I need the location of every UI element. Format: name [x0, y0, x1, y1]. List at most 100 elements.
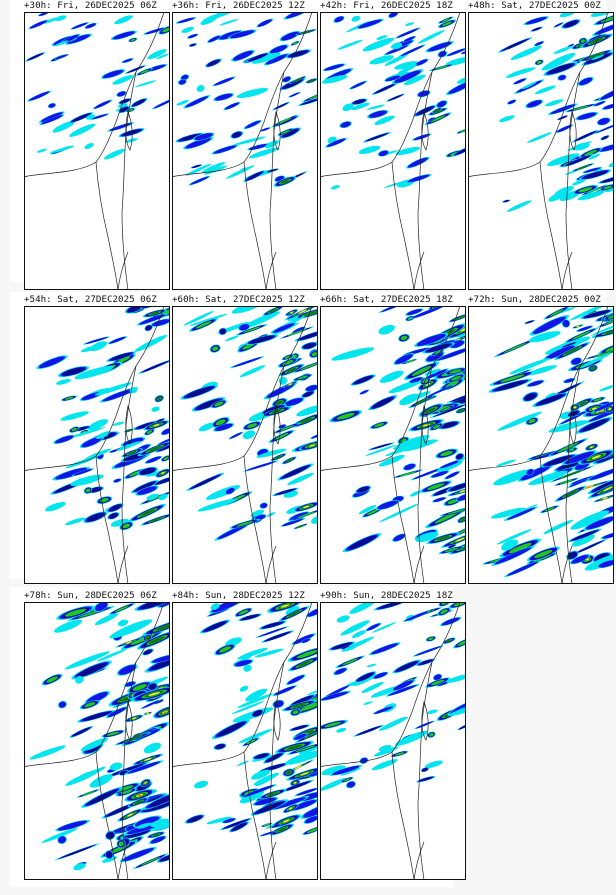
precip-cell [351, 102, 370, 111]
precip-cell [427, 709, 438, 715]
precip-cell [183, 310, 214, 326]
precip-cell [575, 541, 603, 554]
precip-cell [405, 22, 415, 26]
precip-cell [378, 454, 405, 467]
precip-cell [109, 504, 122, 512]
coastline-borders [172, 306, 313, 584]
precip-cell [428, 117, 436, 122]
precip-cell [301, 638, 311, 643]
precip-cell [81, 437, 103, 448]
precip-cell [429, 733, 434, 737]
precip-cell [54, 15, 67, 22]
precip-cell [564, 490, 577, 497]
precip-cell [524, 393, 537, 401]
precip-cell [373, 746, 399, 757]
precip-cell [242, 311, 280, 329]
precip-cell [116, 441, 141, 451]
precip-cell [266, 383, 295, 399]
precip-cell [388, 94, 403, 101]
precip-cell [257, 19, 272, 27]
map-frame [24, 12, 170, 290]
precip-cell [109, 762, 123, 771]
precip-cell [308, 444, 316, 447]
precip-cell [326, 138, 346, 147]
border-line [117, 841, 129, 880]
precip-cell [583, 170, 607, 179]
coastline-borders [320, 602, 461, 880]
precip-cell [196, 399, 221, 410]
precip-cell [503, 39, 527, 51]
dead-sea-outline [569, 110, 577, 151]
precip-cell [556, 442, 579, 453]
precip-cell [372, 622, 397, 633]
forecast-panel: +84h: Sun, 28DEC2025 12Z [172, 590, 320, 880]
border-line [121, 71, 137, 290]
border-line [243, 751, 267, 880]
precip-cell [287, 472, 314, 486]
precip-cell [460, 326, 466, 332]
precip-cell [394, 752, 405, 756]
precip-cell [375, 84, 395, 94]
precip-cell [54, 435, 74, 444]
precip-cell [558, 115, 567, 120]
precip-cell [219, 646, 231, 653]
precip-cell [595, 553, 609, 562]
precip-cell [358, 145, 381, 154]
precip-cell [592, 351, 614, 358]
precip-cell [294, 78, 302, 82]
precip-cell [106, 832, 114, 839]
precip-cell [152, 654, 170, 663]
precip-cell [300, 417, 313, 424]
forecast-panel: +90h: Sun, 28DEC2025 18Z [320, 590, 468, 880]
precip-cell [265, 54, 288, 65]
precip-cell [396, 28, 419, 38]
precip-cell [276, 400, 283, 405]
precipitation-map [320, 602, 466, 880]
precip-cell [440, 450, 453, 457]
precip-cell [455, 146, 466, 155]
precip-cell [399, 471, 417, 477]
precip-cell [185, 386, 213, 398]
precip-cell [224, 819, 248, 829]
precip-cell [124, 138, 138, 143]
precip-cell [296, 405, 318, 417]
precip-cell [248, 143, 269, 150]
precip-cell [196, 85, 205, 92]
precip-cell [133, 800, 143, 805]
precip-cell [374, 706, 393, 714]
precip-cell [306, 729, 318, 738]
precip-cell [411, 366, 432, 376]
precip-cell [341, 636, 375, 652]
precip-cell [360, 757, 368, 764]
precip-cell [506, 561, 539, 576]
precip-cell [117, 356, 131, 364]
precip-cell [590, 366, 595, 370]
precip-cell [276, 488, 295, 495]
precip-cell [148, 683, 157, 690]
panel-title: +36h: Fri, 26DEC2025 12Z [172, 0, 305, 11]
precip-cell [588, 153, 600, 160]
precip-cell [525, 16, 547, 25]
precip-cell [290, 311, 294, 314]
precip-cell [146, 712, 150, 715]
precip-cell [181, 26, 194, 33]
precip-cell [127, 450, 137, 455]
coastline-borders [320, 12, 461, 290]
precip-cell [282, 129, 298, 137]
border-line [417, 365, 433, 584]
precip-cell [309, 79, 314, 82]
precip-cell [54, 40, 69, 46]
border-line [413, 251, 425, 290]
forecast-panel: +30h: Fri, 26DEC2025 06Z [24, 0, 172, 290]
precip-cell [294, 745, 316, 753]
precip-cell [116, 785, 134, 792]
precip-cell [132, 684, 147, 691]
panel-title: +90h: Sun, 28DEC2025 18Z [320, 590, 453, 601]
dead-sea-outline [273, 110, 281, 151]
forecast-panel: +78h: Sun, 28DEC2025 06Z [24, 590, 172, 880]
precip-cell [571, 554, 589, 564]
precip-cell [56, 378, 71, 385]
precip-cell [237, 760, 249, 767]
precip-cell [577, 326, 592, 332]
precip-cell [135, 80, 157, 88]
